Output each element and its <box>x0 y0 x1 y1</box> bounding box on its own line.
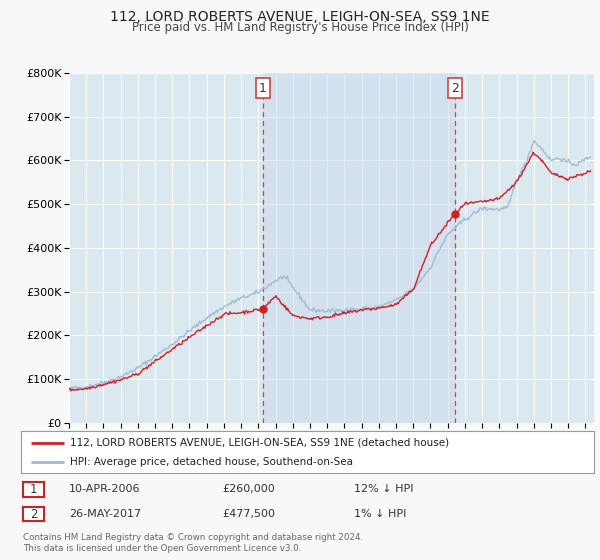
Text: 1: 1 <box>259 82 267 95</box>
Text: 2: 2 <box>30 507 37 521</box>
Text: 1% ↓ HPI: 1% ↓ HPI <box>354 508 406 519</box>
Text: HPI: Average price, detached house, Southend-on-Sea: HPI: Average price, detached house, Sout… <box>70 457 353 467</box>
Text: £260,000: £260,000 <box>222 484 275 494</box>
Text: Price paid vs. HM Land Registry's House Price Index (HPI): Price paid vs. HM Land Registry's House … <box>131 21 469 34</box>
Text: 12% ↓ HPI: 12% ↓ HPI <box>354 484 413 494</box>
Text: 10-APR-2006: 10-APR-2006 <box>69 484 140 494</box>
Text: 2: 2 <box>451 82 458 95</box>
Text: 26-MAY-2017: 26-MAY-2017 <box>69 508 141 519</box>
Bar <box>263 73 455 423</box>
Text: 1: 1 <box>30 483 37 496</box>
Text: 112, LORD ROBERTS AVENUE, LEIGH-ON-SEA, SS9 1NE: 112, LORD ROBERTS AVENUE, LEIGH-ON-SEA, … <box>110 10 490 24</box>
Text: £477,500: £477,500 <box>222 508 275 519</box>
Text: Contains HM Land Registry data © Crown copyright and database right 2024.
This d: Contains HM Land Registry data © Crown c… <box>23 533 363 553</box>
Text: 112, LORD ROBERTS AVENUE, LEIGH-ON-SEA, SS9 1NE (detached house): 112, LORD ROBERTS AVENUE, LEIGH-ON-SEA, … <box>70 437 449 447</box>
